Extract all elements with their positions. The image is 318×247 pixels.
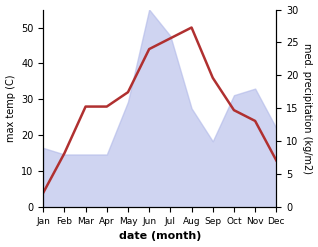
Y-axis label: max temp (C): max temp (C) xyxy=(5,75,16,142)
X-axis label: date (month): date (month) xyxy=(119,231,201,242)
Y-axis label: med. precipitation (kg/m2): med. precipitation (kg/m2) xyxy=(302,43,313,174)
